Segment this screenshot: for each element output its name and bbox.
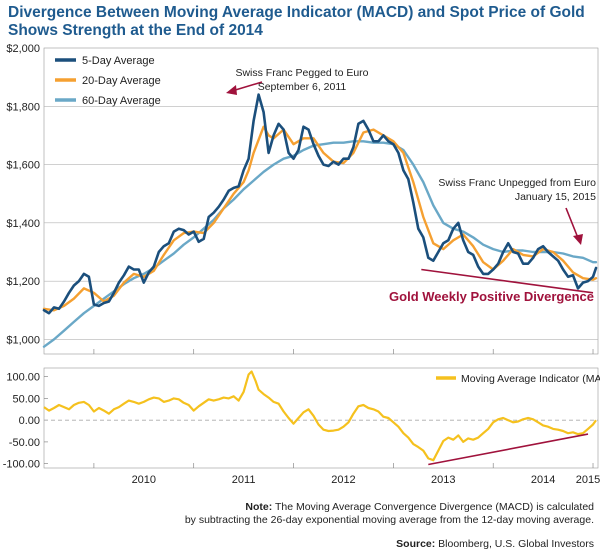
price-y-tick-label: $1,800 — [6, 101, 40, 113]
macd-y-tick-label: 50.00 — [12, 393, 40, 405]
source-text: Bloomberg, U.S. Global Investors — [438, 538, 594, 550]
x-tick-label: 2011 — [232, 474, 256, 486]
price-plot-frame — [43, 47, 599, 355]
chart-title: Divergence Between Moving Average Indica… — [8, 4, 585, 40]
annotation-unpegged-arrow-head — [573, 234, 583, 245]
annotation-pegged-arrow-shaft — [231, 81, 263, 92]
source-label: Source: — [396, 538, 436, 550]
note-label: Note: — [245, 501, 273, 513]
annotation-pegged-arrow-head — [226, 85, 237, 95]
legend-label-1: 20-Day Average — [82, 75, 161, 87]
chart-svg: $1,000 $1,200 $1,400 $1,600 $1,800 $2,000 5-Da… — [3, 43, 600, 486]
price-series-line-2 — [42, 140, 598, 348]
x-tick-label: 2013 — [431, 474, 455, 486]
price-chart: $1,000 $1,200 $1,400 $1,600 $1,800 $2,000 5-Da… — [6, 43, 599, 355]
price-y-tick-label: $1,200 — [6, 276, 40, 288]
note-line-2: by subtracting the 26-day exponential mo… — [184, 514, 594, 526]
chart-source: Source: Bloomberg, U.S. Global Investors — [396, 538, 594, 550]
macd-y-tick-label: 100.00 — [6, 372, 40, 384]
macd-y-tick-label: 0.00 — [19, 415, 40, 427]
annotation-pegged-line-1: Swiss Franc Pegged to Euro — [235, 67, 368, 79]
title-line-1: Divergence Between Moving Average Indica… — [8, 4, 585, 21]
annotation-unpegged-arrow-shaft — [565, 207, 579, 239]
price-y-tick-label: $1,600 — [6, 160, 40, 172]
note-line-1: The Moving Average Convergence Divergenc… — [274, 501, 594, 513]
price-series-line-0 — [42, 93, 598, 315]
macd-y-tick-label: -50.00 — [9, 437, 40, 449]
x-tick-label: 2010 — [132, 474, 156, 486]
legend-label-0: 5-Day Average — [82, 55, 155, 67]
macd-chart: 100.00 50.00 0.00 -50.00 -100.00 2010 2011 2012… — [3, 367, 600, 486]
title-line-2: Shows Strength at the End of 2014 — [8, 22, 263, 39]
price-divergence-line — [421, 268, 594, 294]
macd-series-line — [43, 370, 597, 462]
x-tick-label: 2015 — [576, 474, 600, 486]
price-y-tick-label: $1,000 — [6, 334, 40, 346]
macd-legend-label: Moving Average Indicator (MACD) — [461, 373, 600, 385]
macd-divergence-line — [428, 433, 589, 466]
x-tick-label: 2012 — [331, 474, 355, 486]
annotation-unpegged-line-2: January 15, 2015 — [515, 191, 596, 203]
macd-plot-frame — [43, 367, 599, 469]
annotation-pegged-line-2: September 6, 2011 — [258, 81, 347, 93]
annotation-unpegged-line-1: Swiss Franc Unpegged from Euro — [438, 177, 596, 189]
price-y-tick-label: $2,000 — [6, 43, 40, 55]
x-tick-label: 2014 — [531, 474, 555, 486]
legend-label-2: 60-Day Average — [82, 95, 161, 107]
chart-note: Note: The Moving Average Convergence Div… — [4, 501, 594, 527]
macd-y-tick-label: -100.00 — [3, 459, 40, 471]
price-y-tick-label: $1,400 — [6, 218, 40, 230]
annotation-divergence-label: Gold Weekly Positive Divergence — [389, 289, 594, 304]
